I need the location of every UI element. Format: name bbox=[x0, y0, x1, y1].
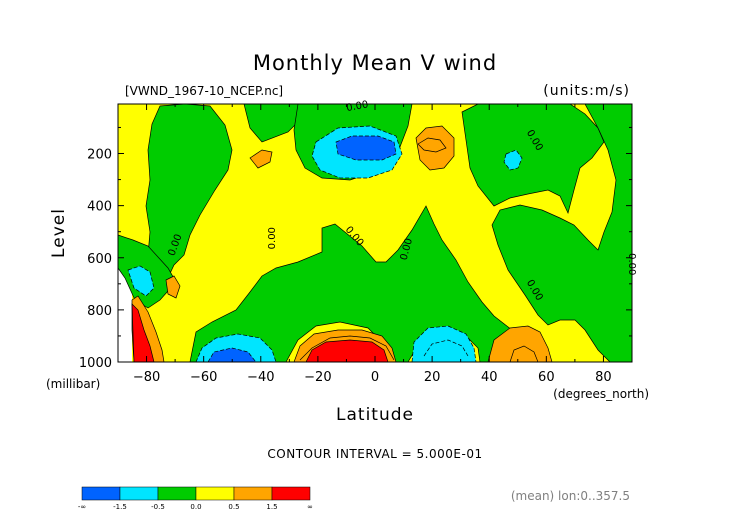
colorbar-label: -1.5 bbox=[113, 503, 127, 511]
x-tick-label: 80 bbox=[595, 370, 612, 385]
x-tick-label: 60 bbox=[538, 370, 555, 385]
field-orange-region bbox=[165, 275, 181, 299]
contour-line bbox=[509, 345, 539, 362]
contour-interval-text: CONTOUR INTERVAL = 5.000E-01 bbox=[267, 447, 482, 461]
colorbar-segment bbox=[271, 486, 311, 501]
y-tick-label: 200 bbox=[87, 148, 112, 163]
field-orange-region bbox=[487, 325, 553, 362]
y-axis-label: Level bbox=[49, 208, 69, 258]
colorbar-label: 0.0 bbox=[190, 503, 201, 511]
x-axis-label: Latitude bbox=[336, 405, 414, 425]
field-cyan-region bbox=[503, 149, 523, 171]
x-tick-label: −60 bbox=[190, 370, 217, 385]
x-tick-label: −40 bbox=[247, 370, 274, 385]
field-green-region bbox=[145, 104, 233, 291]
field-orange-region bbox=[415, 125, 455, 171]
field-cyan-region bbox=[127, 265, 155, 297]
y-tick-label: 600 bbox=[87, 252, 112, 267]
footer-text: (mean) lon:0..357.5 bbox=[511, 489, 630, 503]
field-cyan-region bbox=[411, 325, 477, 362]
colorbar: -∞ -1.5 -0.5 0.0 0.5 1.5 ∞ bbox=[78, 486, 313, 511]
y-tick-label: 800 bbox=[87, 304, 112, 319]
y-tick-label: 400 bbox=[87, 200, 112, 215]
contour-label: 0.00 bbox=[346, 99, 370, 114]
colorbar-segment bbox=[195, 486, 235, 501]
contour-line bbox=[423, 339, 469, 357]
field-red-region bbox=[305, 339, 389, 362]
plot-area bbox=[118, 104, 632, 362]
field-green-region bbox=[491, 104, 632, 362]
x-axis-units: (degrees_north) bbox=[553, 387, 649, 401]
x-axis: −80 −60 −40 −20 0 20 40 60 80 bbox=[117, 104, 633, 385]
field-blue-region bbox=[335, 135, 397, 161]
x-tick-label: −80 bbox=[133, 370, 160, 385]
units-label: (units:m/s) bbox=[543, 83, 630, 99]
contour-label: 0.00 bbox=[626, 253, 637, 275]
chart-title: Monthly Mean V wind bbox=[253, 51, 497, 75]
colorbar-segment bbox=[233, 486, 273, 501]
colorbar-segment bbox=[119, 486, 159, 501]
contour-line bbox=[417, 137, 447, 153]
colorbar-label: -∞ bbox=[78, 503, 86, 511]
colorbar-label: -0.5 bbox=[151, 503, 165, 511]
colorbar-label: 1.5 bbox=[266, 503, 277, 511]
colorbar-segment bbox=[157, 486, 197, 501]
field-red-region bbox=[131, 303, 155, 362]
colorbar-segment bbox=[81, 486, 121, 501]
field-green-region bbox=[461, 104, 605, 215]
y-axis-units: (millibar) bbox=[46, 377, 100, 391]
contour-line bbox=[299, 335, 395, 361]
field-orange-region bbox=[249, 149, 273, 169]
y-tick-label: 1000 bbox=[79, 356, 112, 371]
colorbar-label: 0.5 bbox=[228, 503, 239, 511]
contour-label: 0.00 bbox=[267, 227, 278, 249]
x-tick-label: 40 bbox=[481, 370, 498, 385]
file-label: [VWND_1967-10_NCEP.nc] bbox=[125, 84, 283, 98]
x-tick-label: 20 bbox=[424, 370, 441, 385]
y-axis: 200 400 600 800 1000 bbox=[79, 126, 632, 371]
colorbar-label: ∞ bbox=[307, 503, 313, 511]
field-blue-region bbox=[207, 347, 257, 362]
x-tick-label: 0 bbox=[371, 370, 379, 385]
field-green-region bbox=[243, 104, 303, 143]
x-tick-label: −20 bbox=[304, 370, 331, 385]
